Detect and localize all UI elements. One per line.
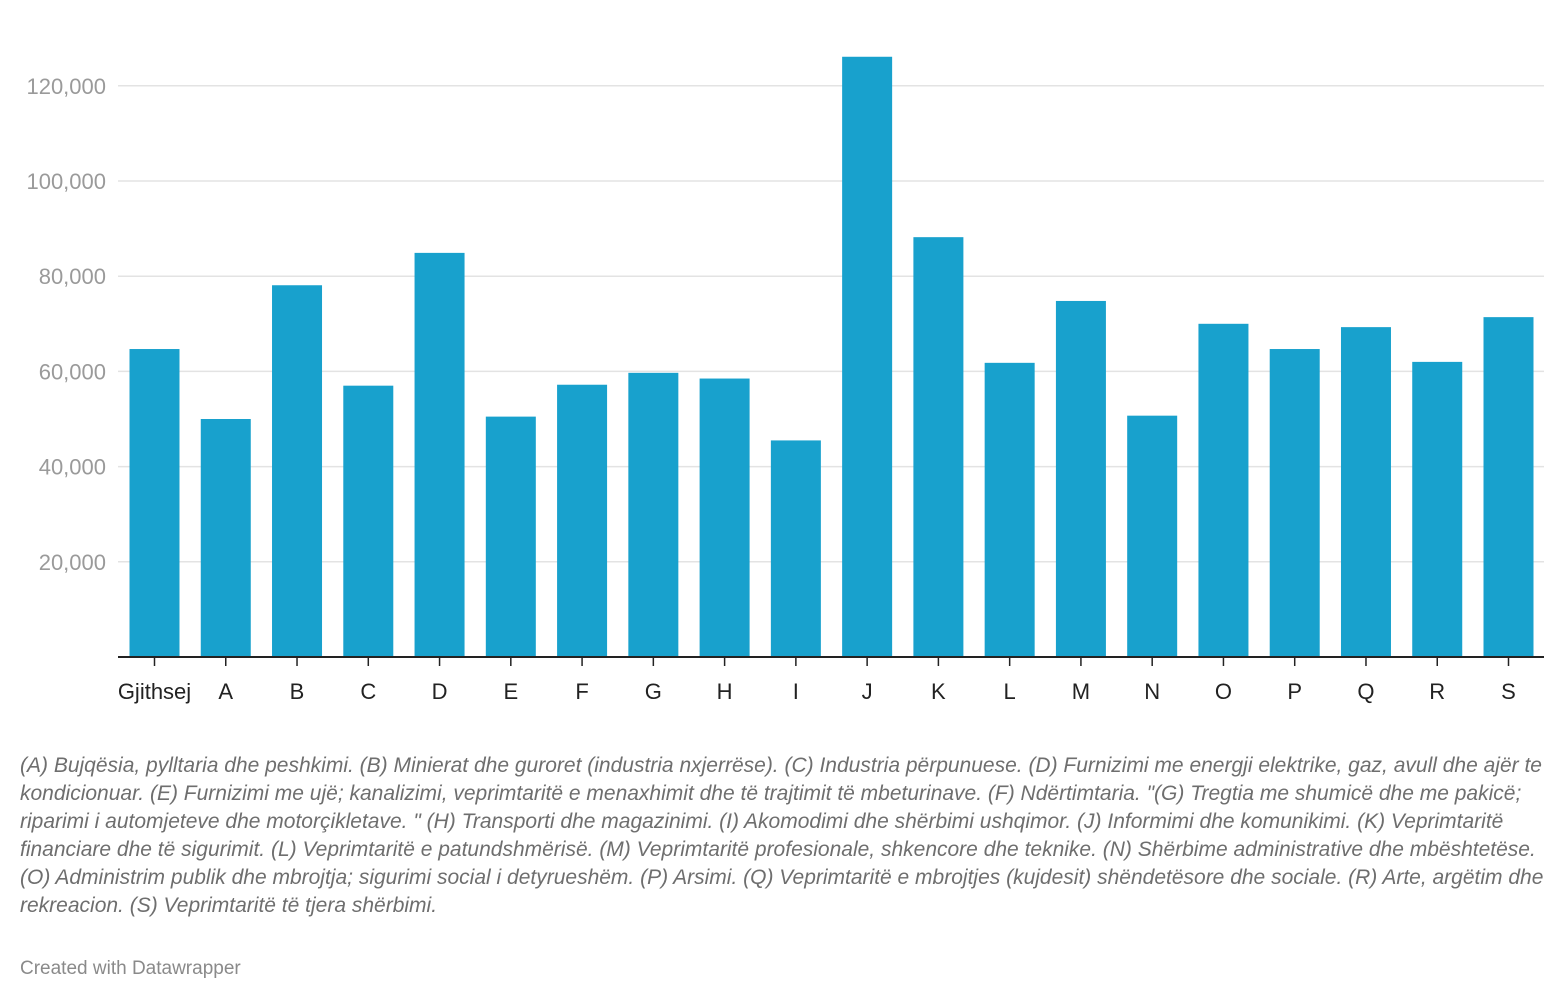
x-tick-label: M [1072,679,1090,704]
bar-chart: 20,000 40,000 60,000 80,000 100,000 120,000 G… [26,56,1544,704]
x-tick-label: E [503,679,518,704]
bar-h [699,378,750,657]
bar-d [414,252,465,657]
x-tick-label: Gjithsej [118,679,191,704]
bar-m [1055,300,1106,657]
x-tick-label: N [1144,679,1160,704]
bar-n [1127,415,1178,657]
y-tick-label: 40,000 [39,455,106,480]
x-tick-label: J [862,679,873,704]
x-tick-label: Q [1357,679,1374,704]
bar-a [200,419,251,657]
bar-c [343,385,394,657]
bar-q [1340,327,1391,657]
y-tick-label: 100,000 [26,169,106,194]
bar-j [842,56,893,658]
bar-i [770,440,821,657]
y-axis-tick-labels: 20,000 40,000 60,000 80,000 100,000 120,000 [26,74,106,575]
x-tick-label: D [432,679,448,704]
bar-g [628,372,679,657]
chart-notes: (A) Bujqësia, pylltaria dhe peshkimi. (B… [20,754,1544,917]
x-tick-label: F [575,679,588,704]
x-tick-label: H [717,679,733,704]
x-tick-label: R [1429,679,1445,704]
x-tick-label: C [360,679,376,704]
bar-o [1198,323,1249,657]
y-tick-label: 80,000 [39,264,106,289]
x-tick-label: B [290,679,305,704]
bar-gjithsej [129,349,180,657]
x-tick-label: I [793,679,799,704]
bar-s [1483,317,1534,657]
x-tick-label: K [931,679,946,704]
bar-l [984,362,1035,657]
y-tick-label: 20,000 [39,550,106,575]
x-tick-label: G [645,679,662,704]
y-tick-label: 120,000 [26,74,106,99]
bars [129,56,1534,658]
bar-r [1412,361,1463,657]
x-tick-label: S [1501,679,1516,704]
x-tick-label: L [1004,679,1016,704]
x-tick-label: P [1287,679,1302,704]
bar-b [272,285,323,657]
bar-e [485,416,536,657]
y-tick-label: 60,000 [39,359,106,384]
x-tick-label: O [1215,679,1232,704]
bar-f [557,384,608,657]
bar-p [1269,349,1320,657]
gridlines [118,85,1544,563]
credit-line: Created with Datawrapper [20,958,241,979]
x-axis-tick-labels: Gjithsej A B C D E F G H I J K L M N O P Q R S [118,657,1516,704]
bar-k [913,237,964,657]
x-tick-label: A [218,679,233,704]
